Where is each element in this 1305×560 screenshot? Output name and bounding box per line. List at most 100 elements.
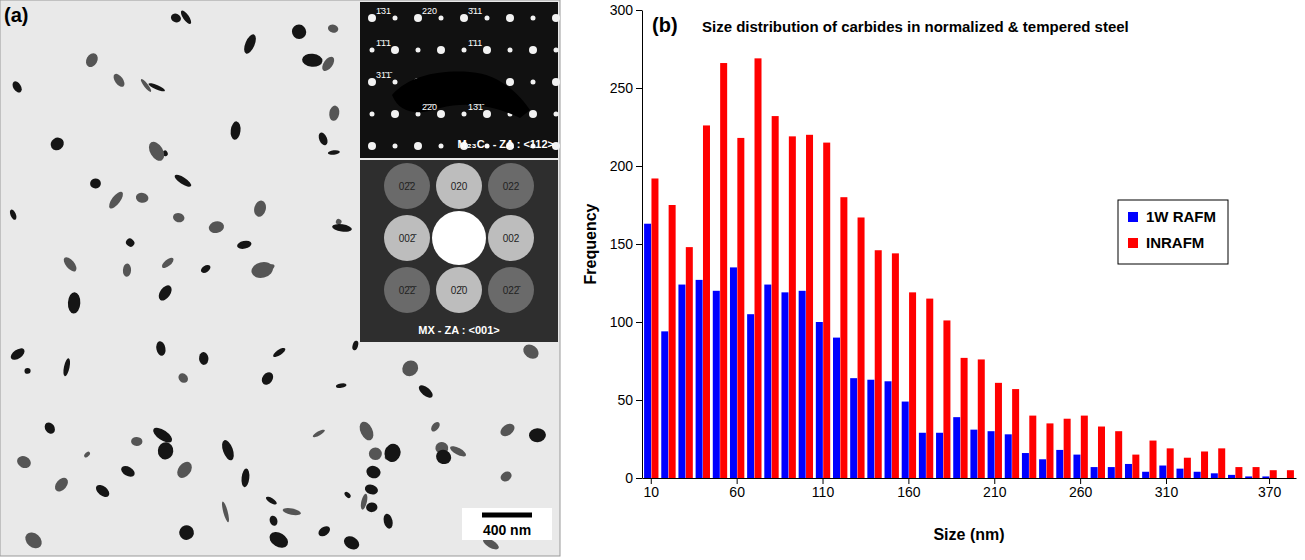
particles (9, 9, 547, 552)
inset-ground (360, 160, 558, 342)
bar (661, 331, 668, 478)
y-axis-title: Frequency (582, 203, 599, 284)
diffraction-spot (483, 46, 491, 54)
particle (174, 459, 195, 481)
particle (199, 263, 211, 274)
y-tick: 250 (610, 80, 642, 96)
spot-label: 1̄1̄1 (376, 38, 391, 48)
particle (328, 150, 340, 156)
diffraction-spot (460, 14, 468, 22)
x-tick-label: 110 (812, 484, 835, 500)
spot-label: 1̄11 (468, 38, 482, 48)
particle (151, 425, 175, 445)
particle (123, 263, 132, 277)
spot-label: 02̄0 (451, 285, 468, 296)
particle (119, 464, 136, 479)
y-tick-mark (636, 10, 642, 11)
y-tick: 300 (610, 2, 642, 18)
bar (961, 358, 968, 478)
spot-label: 002 (503, 233, 520, 244)
bar (1235, 467, 1242, 478)
particle (267, 529, 291, 551)
x-tick: 260 (1069, 478, 1093, 500)
x-tick: 110 (812, 478, 835, 500)
inset-title: M₂₃C₆ - ZA : <112> (458, 138, 554, 150)
x-tick: 60 (729, 478, 745, 500)
bar (1039, 459, 1046, 478)
diffraction-spot (391, 46, 399, 54)
particle (157, 442, 174, 460)
particle (332, 223, 353, 233)
diffraction-disc (384, 215, 430, 261)
particle (220, 438, 237, 461)
particle (268, 515, 278, 527)
y-tick-label: 0 (625, 470, 633, 486)
bar (1176, 469, 1183, 478)
diffraction-spot (370, 48, 375, 53)
particle (449, 444, 468, 458)
particle (366, 502, 378, 513)
bar (816, 322, 823, 478)
bar (1270, 470, 1277, 478)
y-tick-mark (636, 166, 642, 167)
bar (1081, 416, 1088, 478)
bar (1056, 450, 1063, 478)
panel-label: (b) (652, 14, 678, 36)
particle (83, 451, 91, 459)
bar (678, 285, 685, 478)
bar (926, 299, 933, 478)
particle (289, 22, 309, 42)
diffraction-spot (414, 14, 422, 22)
y-tick-mark (636, 400, 642, 401)
bar (1132, 455, 1139, 478)
particle (312, 428, 326, 438)
diffraction-spot (368, 78, 376, 86)
y-tick-mark (636, 322, 642, 323)
particle (365, 464, 382, 480)
spot-label: 022̄ (503, 285, 522, 296)
bar (1115, 431, 1122, 478)
x-tick: 210 (983, 478, 1007, 500)
x-tick-label: 370 (1258, 484, 1282, 500)
bar (936, 433, 943, 478)
bar (1150, 441, 1157, 478)
x-tick: 160 (897, 478, 921, 500)
chart-panel: 0501001502002503001060110160210260310370… (582, 2, 1297, 543)
y-tick-mark (636, 88, 642, 89)
particle (336, 383, 347, 389)
figure: (a)400 nm1̄312203̄111̄1̄11̄1131̄1̄2̄2̄01… (0, 0, 1305, 560)
x-tick-label: 160 (897, 484, 921, 500)
particle (48, 135, 66, 153)
particle (317, 524, 332, 538)
particle (94, 483, 112, 500)
bar (789, 136, 796, 478)
particle (230, 121, 242, 141)
x-axis: 1060110160210260310370 (643, 478, 1297, 500)
diffraction-spot (508, 48, 513, 53)
bar (943, 320, 950, 478)
bar (833, 338, 840, 478)
bar (1262, 476, 1269, 478)
particle (24, 368, 30, 374)
particle (9, 346, 27, 362)
scale-bar-label: 400 nm (483, 522, 531, 538)
y-axis-line (642, 11, 643, 479)
particle (124, 237, 136, 248)
y-tick-label: 250 (610, 80, 634, 96)
bar (892, 253, 899, 478)
particle (250, 260, 275, 280)
bar (978, 359, 985, 478)
particle (520, 342, 541, 362)
bar (1142, 472, 1149, 478)
bar (970, 430, 977, 478)
diffraction-disc (488, 215, 534, 261)
bar (703, 125, 710, 478)
diffraction-spot (485, 16, 490, 21)
y-tick-label: 150 (610, 236, 634, 252)
bar (840, 197, 847, 478)
diffraction-spot (529, 46, 537, 54)
particle (498, 421, 517, 439)
diffraction-spot (437, 46, 445, 54)
diffraction-spot (552, 78, 560, 86)
spot-label: 02̄2̄ (399, 285, 418, 296)
